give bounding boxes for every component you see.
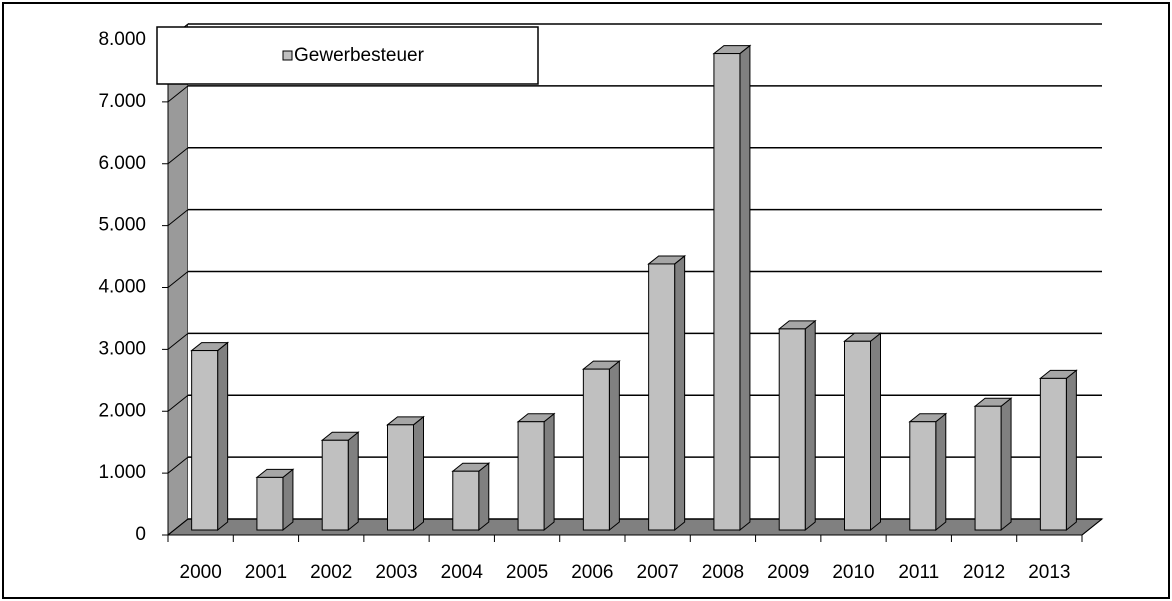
bar-side	[217, 341, 229, 532]
legend-swatch	[282, 50, 293, 61]
bar-side	[282, 468, 294, 532]
x-tick-label: 2002	[310, 562, 352, 583]
bar	[648, 263, 676, 531]
y-tick-label: 5.000	[98, 215, 146, 236]
bar	[974, 405, 1002, 531]
x-tick-label: 2005	[506, 562, 548, 583]
bar	[321, 439, 349, 531]
x-tick-label: 2006	[571, 562, 613, 583]
bar-side	[674, 254, 686, 532]
bar	[582, 368, 610, 531]
bar-side	[413, 415, 424, 532]
x-tick-label: 2003	[375, 562, 417, 583]
grid-line-side	[167, 209, 189, 227]
x-tick-label: 2007	[637, 562, 679, 583]
y-tick-label: 3.000	[98, 338, 146, 359]
bar-side	[935, 412, 947, 532]
bar	[517, 421, 545, 531]
grid-line-side	[167, 394, 189, 412]
x-tick-label: 2000	[180, 562, 222, 583]
bar	[713, 53, 741, 531]
bar-side	[739, 44, 751, 532]
x-tick-label: 2012	[963, 562, 1005, 583]
bar-side	[347, 431, 359, 532]
y-tick-label: 8.000	[98, 29, 146, 50]
y-tick-label: 1.000	[98, 462, 146, 483]
x-tick-label: 2004	[441, 562, 484, 583]
y-tick-label: 0	[135, 524, 146, 545]
legend-box	[156, 26, 539, 85]
legend-label: Gewerbesteuer	[294, 45, 425, 66]
bar-side	[478, 462, 490, 532]
y-tick-label: 7.000	[98, 91, 146, 112]
floor	[166, 518, 1104, 536]
bar-side	[543, 412, 555, 532]
x-tick-label: 2009	[767, 562, 809, 583]
x-tick-label: 2011	[898, 562, 939, 583]
bar	[909, 421, 937, 531]
grid-line-side	[167, 456, 189, 474]
y-tick-label: 4.000	[98, 277, 146, 298]
x-tick-label: 2013	[1028, 562, 1070, 583]
bar-side	[870, 332, 881, 532]
x-tick-label: 2008	[702, 562, 744, 583]
y-tick-label: 6.000	[98, 153, 146, 174]
x-tick-label: 2010	[832, 562, 874, 583]
bar	[387, 424, 414, 531]
bar-side	[1000, 397, 1012, 532]
x-tick-label: 2001	[245, 562, 287, 583]
bar	[256, 476, 284, 531]
bar-side	[1065, 369, 1077, 532]
bar-side	[608, 360, 620, 532]
bar	[844, 340, 871, 531]
bar	[778, 328, 806, 531]
grid-line-side	[167, 271, 189, 288]
bar	[452, 470, 480, 531]
bar-side	[804, 319, 816, 532]
bar	[1039, 377, 1067, 531]
grid-line-side	[167, 85, 189, 103]
x-axis-depth	[1081, 518, 1103, 536]
y-tick-label: 2.000	[98, 400, 146, 421]
bar	[191, 350, 219, 531]
grid-line-side	[167, 518, 189, 536]
grid-line-side	[167, 332, 189, 350]
grid-line-side	[167, 147, 189, 165]
